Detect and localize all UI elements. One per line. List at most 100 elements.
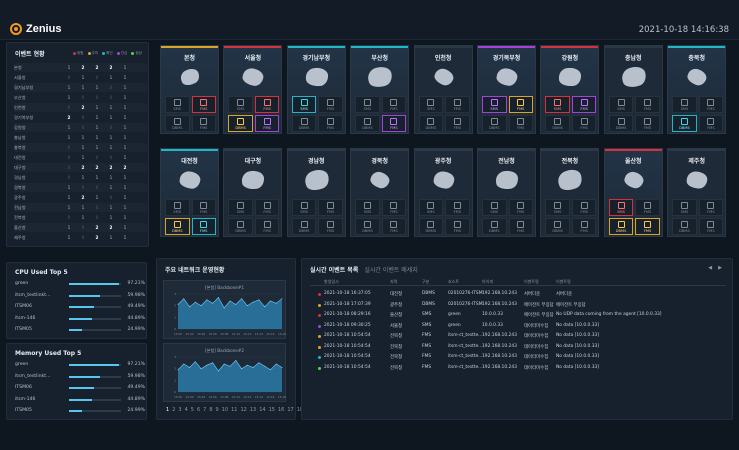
system-cell[interactable]: DBMS bbox=[672, 218, 697, 235]
page-link[interactable]: 15 bbox=[268, 407, 275, 413]
region-card[interactable]: 충북청 SMS FMS DBMS FMS bbox=[667, 45, 727, 134]
page-link[interactable]: 10 bbox=[221, 407, 229, 413]
top5-row[interactable]: itsm-146 44.89% bbox=[15, 395, 145, 405]
system-cell[interactable]: FMS bbox=[698, 96, 724, 113]
region-card[interactable]: 전남청 SMS FMS DBMS FMS bbox=[477, 148, 536, 237]
page-link[interactable]: 17 bbox=[287, 407, 294, 413]
system-cell[interactable]: SMS bbox=[291, 199, 317, 216]
system-cell[interactable]: FMS bbox=[698, 199, 724, 216]
system-cell[interactable]: DBMS bbox=[418, 115, 444, 132]
top5-row[interactable]: green 97.21% bbox=[15, 279, 145, 289]
region-card[interactable]: 충남청 SMS FMS DBMS FMS bbox=[603, 45, 663, 134]
page-link[interactable]: 4 bbox=[184, 407, 188, 413]
system-cell[interactable]: SMS bbox=[418, 96, 444, 113]
event-row[interactable]: 전북청 0 1 0 1 1 bbox=[14, 213, 147, 222]
event-row[interactable]: 2021-10-18 09:30:25 서울청 SMS green 10.0.0.33 데… bbox=[310, 322, 726, 332]
system-cell[interactable]: FMS bbox=[318, 115, 343, 132]
page-link[interactable]: 12 bbox=[240, 407, 247, 413]
system-cell[interactable]: FMS bbox=[318, 199, 343, 216]
next-icon[interactable]: ▶ bbox=[718, 265, 722, 271]
event-row[interactable]: 대구청 0 2 2 2 2 bbox=[14, 163, 147, 172]
system-cell[interactable]: DBMS bbox=[291, 218, 317, 235]
system-cell[interactable]: FMS bbox=[254, 199, 280, 216]
page-link[interactable]: 13 bbox=[249, 407, 257, 413]
system-cell[interactable]: SMS bbox=[672, 96, 697, 113]
system-cell[interactable]: SMS bbox=[165, 96, 190, 113]
app-logo[interactable]: Zenius bbox=[10, 23, 61, 35]
region-card[interactable]: 경기남부청 SMS FMS DBMS FMS bbox=[286, 45, 346, 134]
top5-row[interactable]: ITSM06 49.49% bbox=[15, 302, 145, 312]
region-card[interactable]: 본청 SMS FMS DBMS FMS bbox=[160, 45, 219, 134]
page-link[interactable]: 5 bbox=[190, 407, 194, 413]
page-link[interactable]: 3 bbox=[178, 407, 182, 413]
tab-event-message[interactable]: 실시간 이벤트 메세지 bbox=[364, 267, 418, 274]
event-row[interactable]: 본청 1 2 2 2 1 bbox=[14, 63, 147, 72]
system-cell[interactable]: DBMS bbox=[418, 218, 444, 235]
region-card[interactable]: 제주청 SMS FMS DBMS FMS bbox=[667, 148, 727, 237]
page-link[interactable]: 1 bbox=[166, 407, 170, 413]
system-cell[interactable]: FMS bbox=[571, 96, 597, 113]
system-cell[interactable]: SMS bbox=[228, 199, 253, 216]
system-cell[interactable]: SMS bbox=[355, 96, 380, 113]
system-cell[interactable]: DBMS bbox=[482, 115, 507, 132]
tab-event-list[interactable]: 실시간 이벤트 목록 bbox=[310, 267, 359, 274]
system-cell[interactable]: FMS bbox=[698, 218, 724, 235]
system-cell[interactable]: DBMS bbox=[355, 115, 380, 132]
event-row[interactable]: 2021-10-18 17:07:39 광주청 DBMS 02010276-ITSM 1… bbox=[310, 301, 726, 311]
system-cell[interactable]: FMS bbox=[445, 115, 470, 132]
event-row[interactable]: 2021-10-18 10:54:54 전북청 FMS itsm-ct_testte.… bbox=[310, 353, 726, 363]
system-cell[interactable]: FMS bbox=[445, 199, 470, 216]
system-cell[interactable]: FMS bbox=[635, 96, 660, 113]
event-row[interactable]: 2021-10-18 08:29:16 울산청 SMS green 10.0.0.33 에… bbox=[310, 311, 726, 321]
system-cell[interactable]: SMS bbox=[545, 96, 570, 113]
system-cell[interactable]: FMS bbox=[191, 115, 216, 132]
system-cell[interactable]: FMS bbox=[635, 115, 660, 132]
system-cell[interactable]: FMS bbox=[445, 218, 470, 235]
event-row[interactable]: 경북청 1 0 0 1 1 bbox=[14, 183, 147, 192]
top5-row[interactable]: ITSM06 49.49% bbox=[15, 383, 145, 393]
system-cell[interactable]: SMS bbox=[482, 199, 507, 216]
page-link[interactable]: 7 bbox=[203, 407, 207, 413]
system-cell[interactable]: SMS bbox=[482, 96, 507, 113]
page-link[interactable]: 16 bbox=[277, 407, 285, 413]
event-row[interactable]: 울산청 1 0 2 2 1 bbox=[14, 223, 147, 232]
system-cell[interactable]: DBMS bbox=[355, 218, 380, 235]
system-cell[interactable]: DBMS bbox=[672, 115, 697, 132]
page-link[interactable]: 11 bbox=[231, 407, 238, 413]
event-row[interactable]: 대전청 0 1 0 0 1 bbox=[14, 153, 147, 162]
region-card[interactable]: 인천청 SMS FMS DBMS FMS bbox=[413, 45, 473, 134]
system-cell[interactable]: FMS bbox=[571, 199, 597, 216]
event-row[interactable]: 2021-10-18 16:37:05 대전청 DBMS 02010276-ITSM 1… bbox=[310, 290, 726, 300]
system-cell[interactable]: FMS bbox=[445, 96, 470, 113]
system-cell[interactable]: DBMS bbox=[545, 218, 570, 235]
system-cell[interactable]: DBMS bbox=[228, 218, 253, 235]
event-row[interactable]: 2021-10-18 10:54:54 전북청 FMS itsm-ct_testte.… bbox=[310, 343, 726, 353]
system-cell[interactable]: FMS bbox=[191, 199, 216, 216]
system-cell[interactable]: DBMS bbox=[228, 115, 253, 132]
system-cell[interactable]: SMS bbox=[355, 199, 380, 216]
system-cell[interactable]: FMS bbox=[191, 218, 216, 235]
event-row[interactable]: 광주청 1 2 1 0 1 bbox=[14, 193, 147, 202]
system-cell[interactable]: FMS bbox=[635, 199, 660, 216]
top5-row[interactable]: itsm_testlinkt... 59.98% bbox=[15, 291, 145, 301]
event-row[interactable]: 경남청 0 1 1 1 1 bbox=[14, 173, 147, 182]
system-cell[interactable]: FMS bbox=[508, 199, 533, 216]
system-cell[interactable]: DBMS bbox=[165, 115, 190, 132]
event-row[interactable]: 인천청 0 2 1 1 1 bbox=[14, 103, 147, 112]
top5-row[interactable]: itsm_testlinkt... 59.98% bbox=[15, 372, 145, 382]
system-cell[interactable]: DBMS bbox=[608, 218, 634, 235]
system-cell[interactable]: FMS bbox=[508, 115, 533, 132]
prev-icon[interactable]: ◀ bbox=[708, 265, 713, 271]
page-link[interactable]: 9 bbox=[215, 407, 219, 413]
system-cell[interactable]: DBMS bbox=[165, 218, 190, 235]
system-cell[interactable]: DBMS bbox=[608, 115, 634, 132]
top5-row[interactable]: ITSM05 24.99% bbox=[15, 325, 145, 335]
region-card[interactable]: 전북청 SMS FMS DBMS FMS bbox=[540, 148, 600, 237]
system-cell[interactable]: SMS bbox=[418, 199, 444, 216]
system-cell[interactable]: FMS bbox=[635, 218, 660, 235]
event-row[interactable]: 2021-10-18 10:54:54 전북청 FMS itsm-ct_testte.… bbox=[310, 364, 726, 374]
system-cell[interactable]: FMS bbox=[381, 115, 407, 132]
system-cell[interactable]: DBMS bbox=[291, 115, 317, 132]
system-cell[interactable]: FMS bbox=[571, 115, 597, 132]
page-link[interactable]: 14 bbox=[259, 407, 266, 413]
